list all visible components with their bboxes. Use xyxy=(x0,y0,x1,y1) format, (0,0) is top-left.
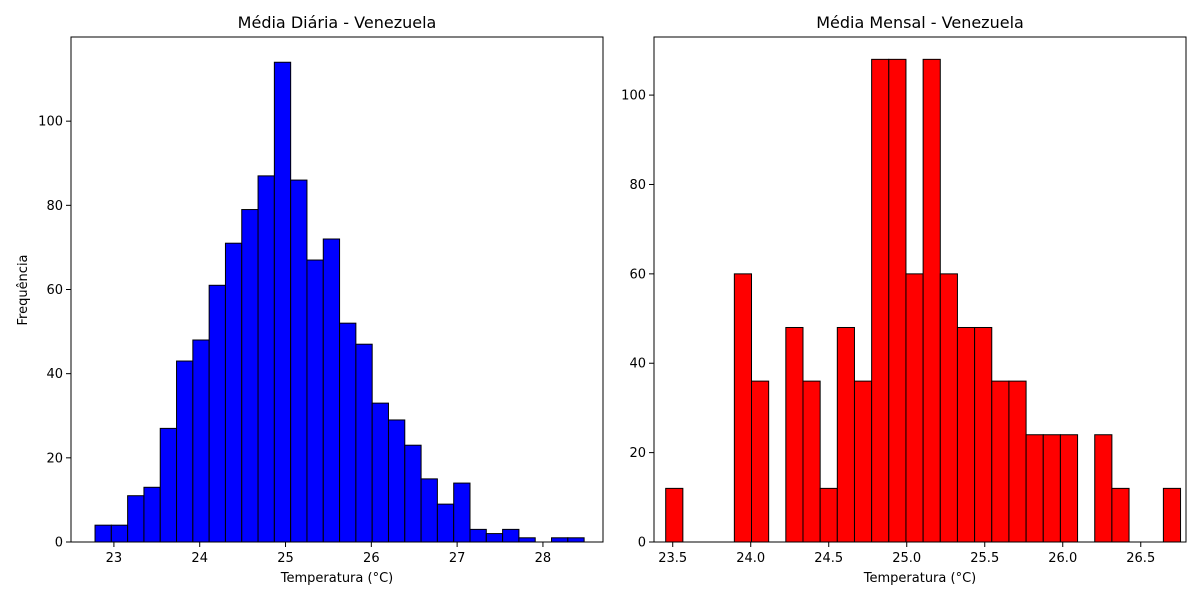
right-histogram-bar xyxy=(1094,434,1113,543)
right-histogram-bar xyxy=(991,380,1010,543)
left-x-tick-label: 23 xyxy=(106,551,123,566)
left-histogram-bar xyxy=(159,427,178,543)
left-x-axis-label: Temperatura (°C) xyxy=(280,571,393,586)
right-histogram-bar xyxy=(785,326,804,543)
right-histogram-bar xyxy=(1059,434,1079,543)
right-x-axis-label: Temperatura (°C) xyxy=(863,571,976,586)
right-bars xyxy=(665,58,1182,543)
right-histogram-bar xyxy=(922,58,941,543)
left-histogram-bar xyxy=(273,61,292,543)
right-x-tick-label: 25.0 xyxy=(892,551,921,566)
left-histogram-bar xyxy=(420,478,438,543)
left-histogram-bar xyxy=(257,175,275,543)
right-x-tick-label: 26.0 xyxy=(1048,551,1077,566)
left-y-ticks: 0 20 40 60 80 100 xyxy=(38,115,71,551)
right-x-tick-label: 26.5 xyxy=(1126,551,1155,566)
right-y-ticks: 0 20 40 60 80 100 xyxy=(621,89,654,551)
left-y-tick-label: 20 xyxy=(46,451,63,466)
left-x-tick-label: 27 xyxy=(449,551,466,566)
right-histogram-bar xyxy=(665,487,684,543)
left-y-tick-label: 0 xyxy=(55,536,63,551)
left-histogram-bar xyxy=(127,495,145,543)
left-histogram-bar xyxy=(436,503,455,543)
right-y-tick-label: 80 xyxy=(629,178,646,193)
right-x-tick-label: 23.5 xyxy=(658,551,687,566)
right-histogram-bar xyxy=(733,273,753,543)
right-y-tick-label: 0 xyxy=(638,536,646,551)
left-histogram-bar xyxy=(306,259,324,543)
left-x-tick-label: 28 xyxy=(535,551,552,566)
left-histogram-bar xyxy=(224,242,243,543)
right-histogram-bar xyxy=(751,380,770,543)
right-histogram-bar xyxy=(1111,487,1130,543)
right-histogram-bar xyxy=(974,326,993,543)
right-histogram-bar xyxy=(1008,380,1027,543)
left-histogram-panel: 23 24 25 26 27 28 0 20 40 60 80 100 Média Diária -… xyxy=(16,13,604,586)
right-histogram-bar xyxy=(853,380,873,543)
right-histogram-panel: 23.5 24.0 24.5 25.0 25.5 26.0 26.5 0 20 40 60 80 10… xyxy=(621,13,1187,586)
left-histogram-bar xyxy=(485,533,504,543)
left-x-tick-label: 26 xyxy=(363,551,380,566)
left-histogram-bar xyxy=(110,524,129,543)
right-x-tick-label: 24.5 xyxy=(814,551,843,566)
right-histogram-bar xyxy=(1042,434,1061,543)
right-histogram-bar xyxy=(1025,434,1044,543)
right-plot-frame xyxy=(653,36,1187,543)
left-histogram-bar xyxy=(208,284,226,543)
right-y-tick-label: 60 xyxy=(629,267,646,282)
left-histogram-bar xyxy=(192,339,210,543)
right-histogram-bar xyxy=(905,273,924,543)
right-x-tick-label: 24.0 xyxy=(736,551,765,566)
left-y-tick-label: 60 xyxy=(46,283,63,298)
left-chart-title: Média Diária - Venezuela xyxy=(238,13,437,32)
left-histogram-bar xyxy=(469,528,487,543)
right-histogram-bar xyxy=(802,380,821,543)
left-y-tick-label: 80 xyxy=(46,199,63,214)
right-histogram-bar xyxy=(871,58,890,543)
left-histogram-bar xyxy=(339,322,357,543)
left-histogram-bar xyxy=(567,537,585,543)
right-histogram-bar xyxy=(888,58,907,543)
left-histogram-bar xyxy=(502,528,520,543)
right-chart-title: Média Mensal - Venezuela xyxy=(816,13,1024,32)
right-y-tick-label: 20 xyxy=(629,446,646,461)
left-histogram-bar xyxy=(241,209,259,543)
right-histogram-bar xyxy=(819,487,838,543)
left-plot-frame xyxy=(70,36,604,543)
left-histogram-bar xyxy=(355,343,373,543)
left-x-tick-label: 24 xyxy=(191,551,208,566)
left-histogram-bar xyxy=(176,360,194,543)
left-histogram-bar xyxy=(143,486,161,543)
left-histogram-bar xyxy=(322,238,341,543)
left-histogram-bar xyxy=(453,482,471,543)
right-histogram-bar xyxy=(956,326,976,543)
left-y-tick-label: 40 xyxy=(46,367,63,382)
left-histogram-bar xyxy=(518,537,536,543)
right-y-tick-label: 100 xyxy=(621,89,646,104)
left-histogram-bar xyxy=(551,537,569,543)
left-y-axis-label: Frequência xyxy=(16,254,31,325)
right-x-ticks: 23.5 24.0 24.5 25.0 25.5 26.0 26.5 xyxy=(658,542,1155,566)
left-y-tick-label: 100 xyxy=(38,115,63,130)
right-histogram-bar xyxy=(1162,487,1182,543)
left-histogram-bar xyxy=(404,444,422,543)
left-histogram-bar xyxy=(290,179,308,543)
left-histogram-bar xyxy=(387,419,406,543)
left-x-ticks: 23 24 25 26 27 28 xyxy=(106,542,552,566)
left-histogram-bar xyxy=(94,524,112,543)
right-histogram-bar xyxy=(836,326,855,543)
right-x-tick-label: 25.5 xyxy=(970,551,999,566)
left-x-tick-label: 25 xyxy=(277,551,294,566)
right-histogram-bar xyxy=(939,273,958,543)
left-histogram-bar xyxy=(371,402,389,543)
right-y-tick-label: 40 xyxy=(629,357,646,372)
